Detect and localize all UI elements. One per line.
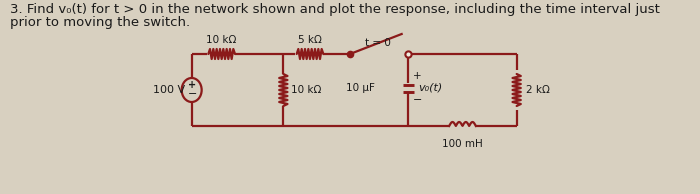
Text: t = 0: t = 0 <box>365 38 391 48</box>
Text: −: − <box>413 95 423 105</box>
Text: 3. Find v₀(t) for t > 0 in the network shown and plot the response, including th: 3. Find v₀(t) for t > 0 in the network s… <box>10 3 660 16</box>
Text: +: + <box>413 71 422 81</box>
Text: v₀(t): v₀(t) <box>419 82 442 92</box>
Text: 10 μF: 10 μF <box>346 83 375 93</box>
Text: 5 kΩ: 5 kΩ <box>298 35 322 45</box>
Text: −: − <box>188 89 197 100</box>
Text: 2 kΩ: 2 kΩ <box>526 85 550 95</box>
Text: 100 V: 100 V <box>153 85 185 95</box>
Text: 100 mH: 100 mH <box>442 139 483 149</box>
Text: prior to moving the switch.: prior to moving the switch. <box>10 16 190 29</box>
Text: 10 kΩ: 10 kΩ <box>206 35 237 45</box>
Text: 10 kΩ: 10 kΩ <box>290 85 321 95</box>
Text: +: + <box>188 81 197 90</box>
